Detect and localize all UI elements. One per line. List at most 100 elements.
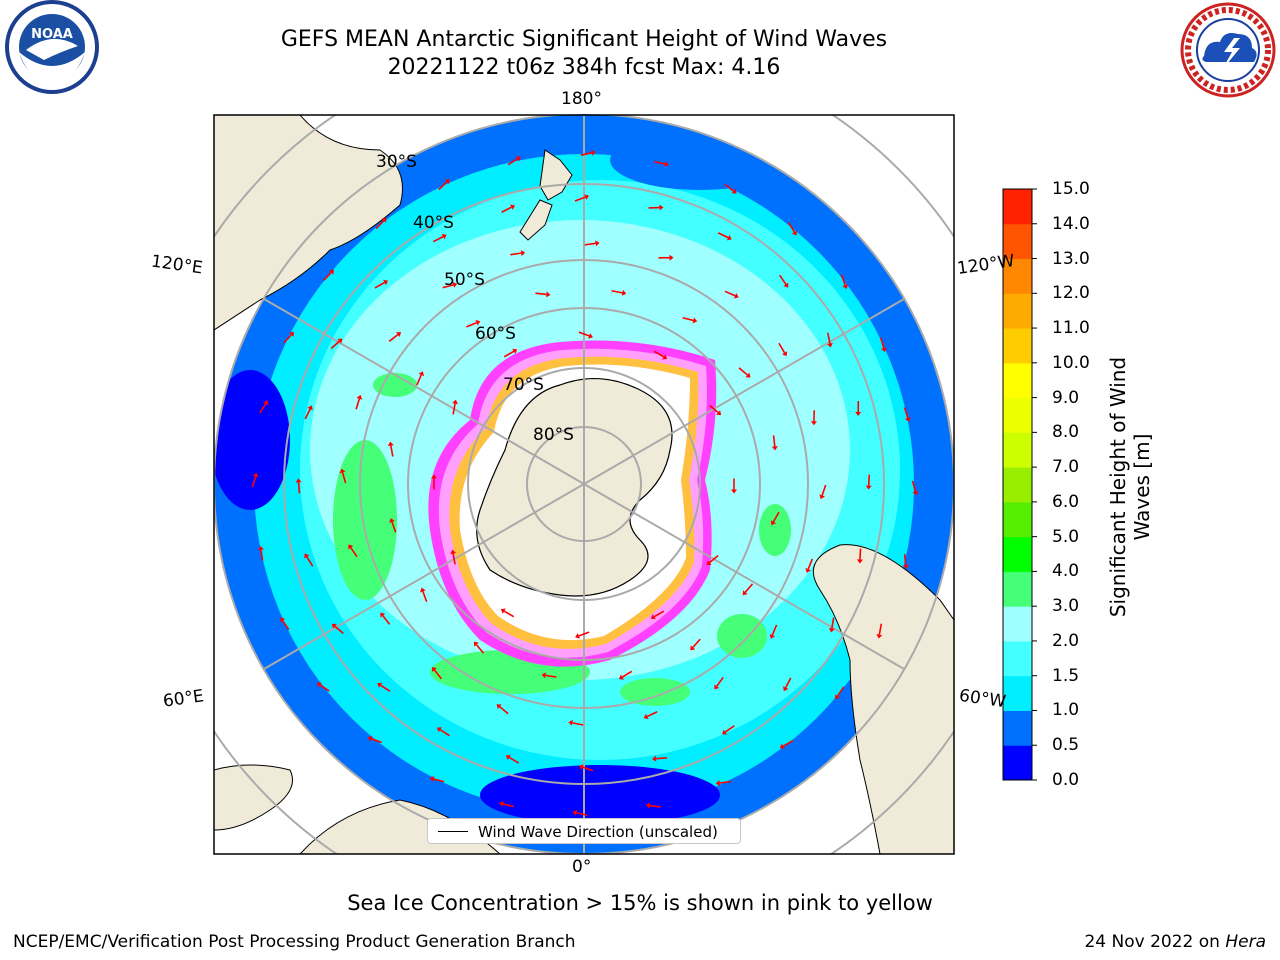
wind-arrow-head bbox=[331, 623, 337, 629]
map-frame bbox=[213, 114, 955, 855]
legend-label: Wind Wave Direction (unscaled) bbox=[478, 823, 718, 841]
wind-arrow-head bbox=[865, 485, 872, 490]
title-line-1: GEFS MEAN Antarctic Significant Height o… bbox=[280, 27, 888, 52]
wind-arrow-head bbox=[659, 204, 664, 211]
wind-arrow-head bbox=[541, 672, 547, 679]
wind-arrow-shaft bbox=[772, 511, 780, 523]
colorbar-segment bbox=[1003, 397, 1032, 433]
wind-arrow-shaft bbox=[692, 638, 701, 648]
wind-arrow-shaft bbox=[778, 342, 786, 354]
footer-host: Hera bbox=[1225, 932, 1266, 952]
colorbar-tick-label: 13.0 bbox=[1052, 248, 1090, 269]
wind-arrow-shaft bbox=[371, 738, 382, 744]
wind-arrow-head bbox=[584, 194, 590, 200]
wind-arrow-head bbox=[791, 230, 797, 236]
colorbar-tick-label: 4.0 bbox=[1052, 561, 1080, 582]
wind-arrow-shaft bbox=[831, 617, 835, 629]
wind-arrow-head bbox=[575, 633, 580, 639]
wind-arrow-shaft bbox=[283, 334, 292, 344]
wind-arrow-shaft bbox=[323, 271, 332, 282]
colorbar-tick-label: 15.0 bbox=[1052, 179, 1090, 199]
colorbar-tick-label: 11.0 bbox=[1052, 318, 1090, 339]
wind-arrow-head bbox=[770, 520, 777, 526]
wind-arrow-head bbox=[662, 354, 668, 360]
wind-arrow-shaft bbox=[867, 474, 871, 486]
wind-arrow-shaft bbox=[903, 554, 907, 566]
wind-arrow-head bbox=[572, 809, 578, 816]
wind-arrow-head bbox=[356, 394, 363, 400]
wind-arrow-shaft bbox=[545, 674, 557, 678]
wind-arrow-head bbox=[441, 233, 447, 240]
wind-arrow-shaft bbox=[646, 711, 658, 718]
wind-arrow-head bbox=[337, 338, 343, 344]
wind-arrow-shaft bbox=[738, 367, 748, 376]
wind-arrow-shaft bbox=[251, 476, 257, 488]
wind-arrow-head bbox=[779, 743, 785, 749]
wind-arrow-head bbox=[805, 568, 811, 573]
colorbar-tick-label: 1.5 bbox=[1052, 665, 1080, 686]
colorbar-segment bbox=[1003, 223, 1032, 260]
wind-arrow-shaft bbox=[709, 404, 719, 414]
wind-arrow-shaft bbox=[840, 274, 847, 286]
colorbar-tick-label: 3.0 bbox=[1052, 596, 1080, 617]
wind-arrow-shaft bbox=[784, 677, 792, 689]
wind-arrow-head bbox=[546, 291, 551, 298]
colorbar-segment bbox=[1003, 536, 1032, 572]
colorbar-tick-label: 7.0 bbox=[1052, 457, 1080, 478]
wind-arrow-head bbox=[289, 331, 295, 337]
svg-text:NOAA: NOAA bbox=[31, 27, 73, 42]
colorbar-frame bbox=[1002, 188, 1033, 781]
wind-arrow-shaft bbox=[653, 610, 665, 618]
wind-arrow-shaft bbox=[502, 803, 514, 808]
colorbar-tick-label: 9.0 bbox=[1052, 387, 1080, 408]
wind-arrow-shaft bbox=[510, 252, 522, 256]
wind-arrow-shaft bbox=[878, 623, 883, 635]
wind-arrow-shaft bbox=[391, 521, 397, 533]
wind-arrow-shaft bbox=[574, 196, 586, 202]
sea-ice-caption: Sea Ice Concentration > 15% is shown in … bbox=[347, 891, 933, 915]
wind-arrow-head bbox=[810, 421, 817, 426]
wind-arrow-head bbox=[444, 179, 450, 185]
wind-arrow-shaft bbox=[772, 435, 776, 447]
colorbar-tick-label: 14.0 bbox=[1052, 213, 1090, 234]
wind-arrow-shaft bbox=[503, 350, 515, 358]
wind-arrow-shaft bbox=[724, 290, 736, 297]
wind-arrow-head bbox=[418, 371, 425, 377]
wind-arrow-shaft bbox=[717, 232, 729, 239]
wind-arrow-head bbox=[645, 802, 651, 809]
wind-arrow-shaft bbox=[724, 183, 735, 192]
wind-arrow-head bbox=[515, 156, 521, 162]
colorbar-label-line2: Waves [m] bbox=[1130, 433, 1154, 541]
wind-arrow-head bbox=[588, 333, 593, 339]
wind-arrow-shaft bbox=[836, 686, 845, 697]
wind-arrow-shaft bbox=[503, 610, 515, 618]
wind-arrow-head bbox=[432, 667, 437, 673]
lat-label-30s: 30°S bbox=[376, 152, 417, 172]
colorbar-tick-label: 1.0 bbox=[1052, 700, 1080, 721]
wind-arrow-shaft bbox=[355, 398, 361, 410]
wind-arrow-shaft bbox=[319, 684, 330, 692]
wind-arrow-head bbox=[745, 372, 751, 378]
title-line-2: 20221122 t06z 384h fcst Max: 4.16 bbox=[387, 55, 781, 80]
wind-arrow-shaft bbox=[744, 583, 754, 593]
wind-arrow-head bbox=[876, 634, 883, 639]
lon-label-0: 0° bbox=[572, 857, 592, 877]
wind-arrow-shaft bbox=[778, 274, 787, 285]
colorbar-segment bbox=[1003, 571, 1032, 607]
wind-arrow-shaft bbox=[438, 181, 448, 191]
wind-arrow-shaft bbox=[297, 482, 301, 494]
colorbar-segment bbox=[1003, 710, 1032, 746]
wind-arrow-shaft bbox=[580, 152, 592, 156]
wind-arrow-shaft bbox=[535, 292, 547, 296]
footer-credit: NCEP/EMC/Verification Post Processing Pr… bbox=[13, 932, 576, 952]
wind-arrow-head bbox=[500, 608, 506, 614]
wind-arrow-head bbox=[387, 441, 394, 447]
wind-arrow-shaft bbox=[499, 706, 509, 715]
colorbar-tick-label: 12.0 bbox=[1052, 283, 1090, 304]
colorbar-segment bbox=[1003, 258, 1032, 294]
wind-arrow-head bbox=[650, 614, 656, 620]
wind-arrow-head bbox=[452, 281, 458, 288]
colorbar bbox=[1002, 188, 1037, 781]
wind-arrow-head bbox=[348, 544, 354, 550]
wind-arrow-shaft bbox=[653, 350, 665, 358]
